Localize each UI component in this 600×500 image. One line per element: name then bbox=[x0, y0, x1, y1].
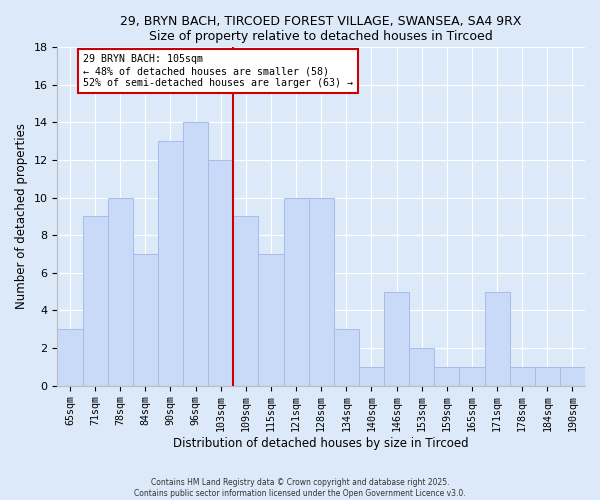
Bar bbox=[334, 330, 359, 386]
Bar bbox=[460, 367, 485, 386]
Bar bbox=[208, 160, 233, 386]
Bar bbox=[560, 367, 585, 386]
Bar bbox=[233, 216, 259, 386]
Bar bbox=[359, 367, 384, 386]
Bar bbox=[485, 292, 509, 386]
Text: Contains HM Land Registry data © Crown copyright and database right 2025.
Contai: Contains HM Land Registry data © Crown c… bbox=[134, 478, 466, 498]
Bar bbox=[83, 216, 107, 386]
Bar bbox=[107, 198, 133, 386]
Bar bbox=[409, 348, 434, 386]
Bar bbox=[308, 198, 334, 386]
Bar bbox=[133, 254, 158, 386]
Bar bbox=[384, 292, 409, 386]
Bar bbox=[259, 254, 284, 386]
Bar bbox=[535, 367, 560, 386]
Title: 29, BRYN BACH, TIRCOED FOREST VILLAGE, SWANSEA, SA4 9RX
Size of property relativ: 29, BRYN BACH, TIRCOED FOREST VILLAGE, S… bbox=[121, 15, 522, 43]
Bar bbox=[183, 122, 208, 386]
Y-axis label: Number of detached properties: Number of detached properties bbox=[15, 124, 28, 310]
Bar bbox=[284, 198, 308, 386]
Text: 29 BRYN BACH: 105sqm
← 48% of detached houses are smaller (58)
52% of semi-detac: 29 BRYN BACH: 105sqm ← 48% of detached h… bbox=[83, 54, 353, 88]
Bar bbox=[509, 367, 535, 386]
Bar bbox=[158, 141, 183, 386]
X-axis label: Distribution of detached houses by size in Tircoed: Distribution of detached houses by size … bbox=[173, 437, 469, 450]
Bar bbox=[434, 367, 460, 386]
Bar bbox=[58, 330, 83, 386]
